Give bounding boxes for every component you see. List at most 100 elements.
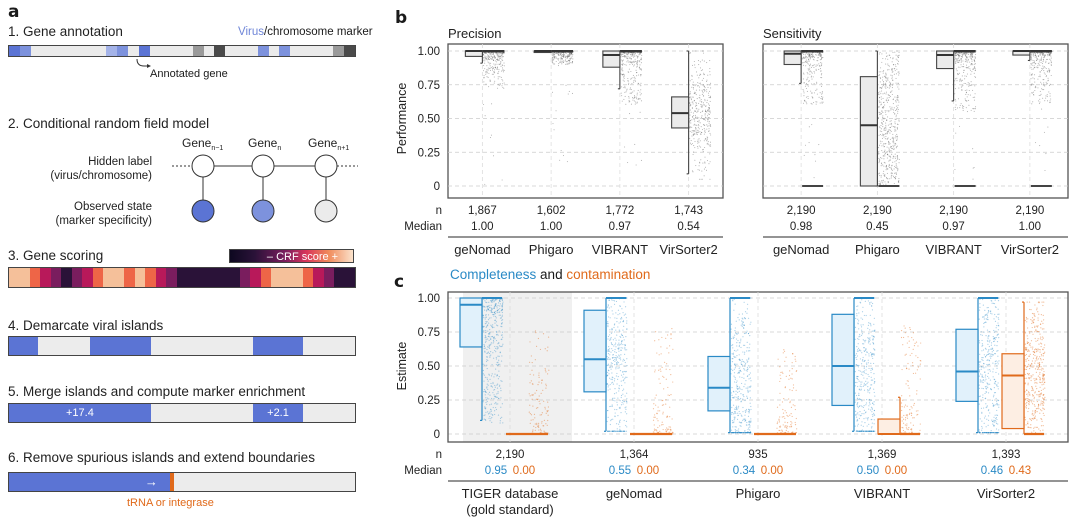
data-point (568, 56, 570, 58)
data-point (957, 58, 959, 60)
data-point (878, 172, 881, 174)
data-point (620, 53, 622, 55)
data-point (697, 85, 699, 87)
completeness-point (494, 373, 496, 375)
hidden-label-sub: (virus/chromosome) (50, 170, 152, 182)
completeness-point (622, 389, 624, 392)
completeness-point (745, 332, 747, 334)
completeness-point (626, 376, 628, 378)
contamination-point (788, 398, 790, 400)
data-point (484, 56, 486, 59)
data-point (701, 105, 703, 107)
data-point (570, 54, 572, 56)
data-point (698, 117, 700, 119)
contamination-point (794, 355, 796, 358)
completeness-point (612, 430, 614, 432)
completeness-point (624, 430, 626, 432)
completeness-point (733, 432, 735, 434)
completeness-point (749, 323, 751, 325)
data-point (620, 53, 622, 55)
data-point (891, 76, 893, 78)
completeness-point (613, 345, 615, 347)
data-point (1038, 55, 1040, 57)
completeness-point (495, 351, 497, 353)
data-point (1046, 53, 1048, 56)
category-label: geNomad (606, 486, 662, 501)
contamination-point (665, 337, 667, 339)
completeness-point (493, 307, 495, 310)
completeness-point (606, 383, 609, 385)
data-point (883, 143, 885, 145)
data-point (1033, 60, 1035, 62)
completeness-point (493, 389, 495, 391)
hidden-node-2 (251, 154, 275, 178)
data-point (640, 73, 642, 76)
completeness-point (624, 348, 626, 350)
completeness-point (860, 363, 863, 365)
completeness-point (734, 363, 736, 365)
data-point (639, 52, 642, 54)
data-point (806, 52, 808, 54)
data-point (888, 110, 890, 112)
data-point (485, 83, 487, 85)
data-point (698, 64, 700, 66)
data-point (634, 55, 636, 57)
data-point (895, 173, 898, 175)
data-point (894, 126, 896, 129)
data-point (560, 53, 562, 55)
completeness-point (501, 306, 503, 308)
contamination-point (537, 425, 539, 427)
completeness-point (747, 391, 749, 393)
completeness-point (749, 426, 751, 428)
data-point (702, 110, 704, 112)
completeness-point (626, 398, 628, 400)
completeness-point (482, 314, 484, 316)
hidden-label: Hidden label (88, 156, 152, 168)
completeness-point (493, 307, 496, 309)
data-point (636, 72, 638, 74)
data-point (499, 56, 501, 58)
data-point (1036, 59, 1038, 61)
data-point (811, 92, 813, 94)
data-point (803, 82, 805, 84)
data-point (894, 165, 896, 167)
data-point (637, 56, 639, 58)
contamination-point (547, 406, 550, 408)
data-point (885, 85, 887, 87)
data-point (709, 132, 711, 134)
data-point (620, 92, 622, 94)
completeness-point (742, 419, 744, 422)
completeness-point (610, 430, 612, 432)
data-point (496, 58, 498, 60)
data-point (485, 58, 487, 60)
contamination-point (661, 400, 663, 402)
gene-segment (333, 46, 345, 56)
completeness-point (495, 331, 498, 333)
data-point (1033, 84, 1035, 86)
data-point (890, 91, 892, 93)
data-point (898, 101, 900, 103)
data-point (805, 59, 807, 61)
data-point (564, 56, 566, 58)
completeness-point (616, 430, 618, 432)
data-point (881, 61, 883, 63)
data-point (820, 54, 822, 56)
contamination-point (656, 431, 659, 434)
data-point (804, 55, 807, 57)
completeness-point (491, 414, 494, 416)
completeness-point (737, 412, 739, 414)
completeness-point (734, 327, 736, 329)
data-point (891, 147, 893, 150)
completeness-point (606, 306, 609, 308)
data-point (691, 96, 693, 98)
data-point (640, 69, 642, 71)
completeness-point (621, 334, 623, 336)
contamination-point (786, 425, 789, 427)
completeness-point (730, 328, 732, 330)
data-point (636, 63, 638, 65)
completeness-point (485, 326, 487, 328)
data-point (886, 138, 888, 140)
data-point (882, 82, 885, 84)
data-point (1041, 54, 1043, 56)
completeness-point (606, 358, 609, 360)
